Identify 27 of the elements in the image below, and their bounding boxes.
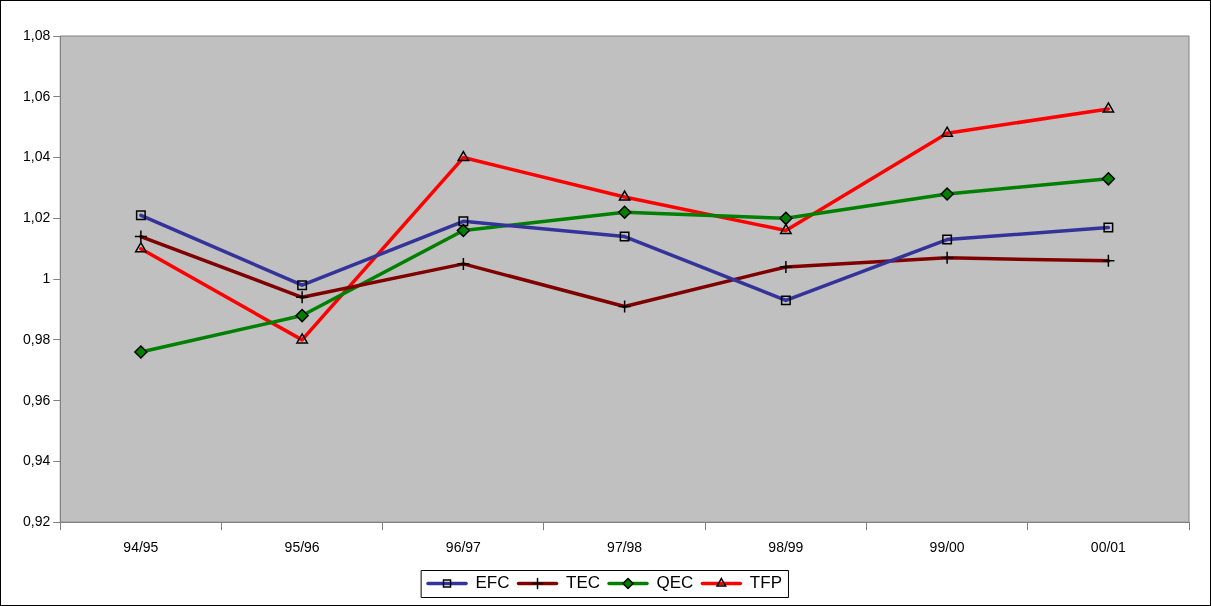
point [1101, 172, 1116, 186]
y-tick-label: 0,94 [23, 452, 51, 469]
point [134, 345, 148, 359]
legend-label: QEC [656, 573, 694, 593]
legend-label: TFP [749, 573, 782, 593]
y-tick-label: 1,02 [23, 209, 51, 226]
x-tick-label: 94/95 [123, 539, 159, 556]
y-tick-label: 1,08 [23, 26, 51, 43]
x-tick-label: 95/96 [284, 539, 320, 556]
legend-label: TEC [566, 573, 601, 593]
legend-label: EFC [475, 573, 510, 593]
point [617, 205, 632, 219]
x-tick-label: 99/00 [929, 539, 965, 556]
point [940, 187, 954, 201]
y-tick-label: 0,96 [23, 391, 51, 408]
point [456, 223, 471, 238]
y-tick-label: 0,98 [23, 330, 51, 347]
y-tick-label: 1,06 [23, 87, 51, 104]
point [779, 211, 793, 226]
x-tick-label: 97/98 [607, 539, 643, 556]
y-tick-label: 0,92 [23, 513, 51, 530]
x-tick-label: 96/97 [445, 539, 482, 556]
y-tick-label: 1,04 [23, 148, 51, 165]
x-tick-label: 98/99 [768, 539, 804, 556]
point [295, 308, 309, 323]
x-tick-label: 00/01 [1090, 539, 1127, 556]
y-tick-label: 1 [42, 269, 51, 286]
